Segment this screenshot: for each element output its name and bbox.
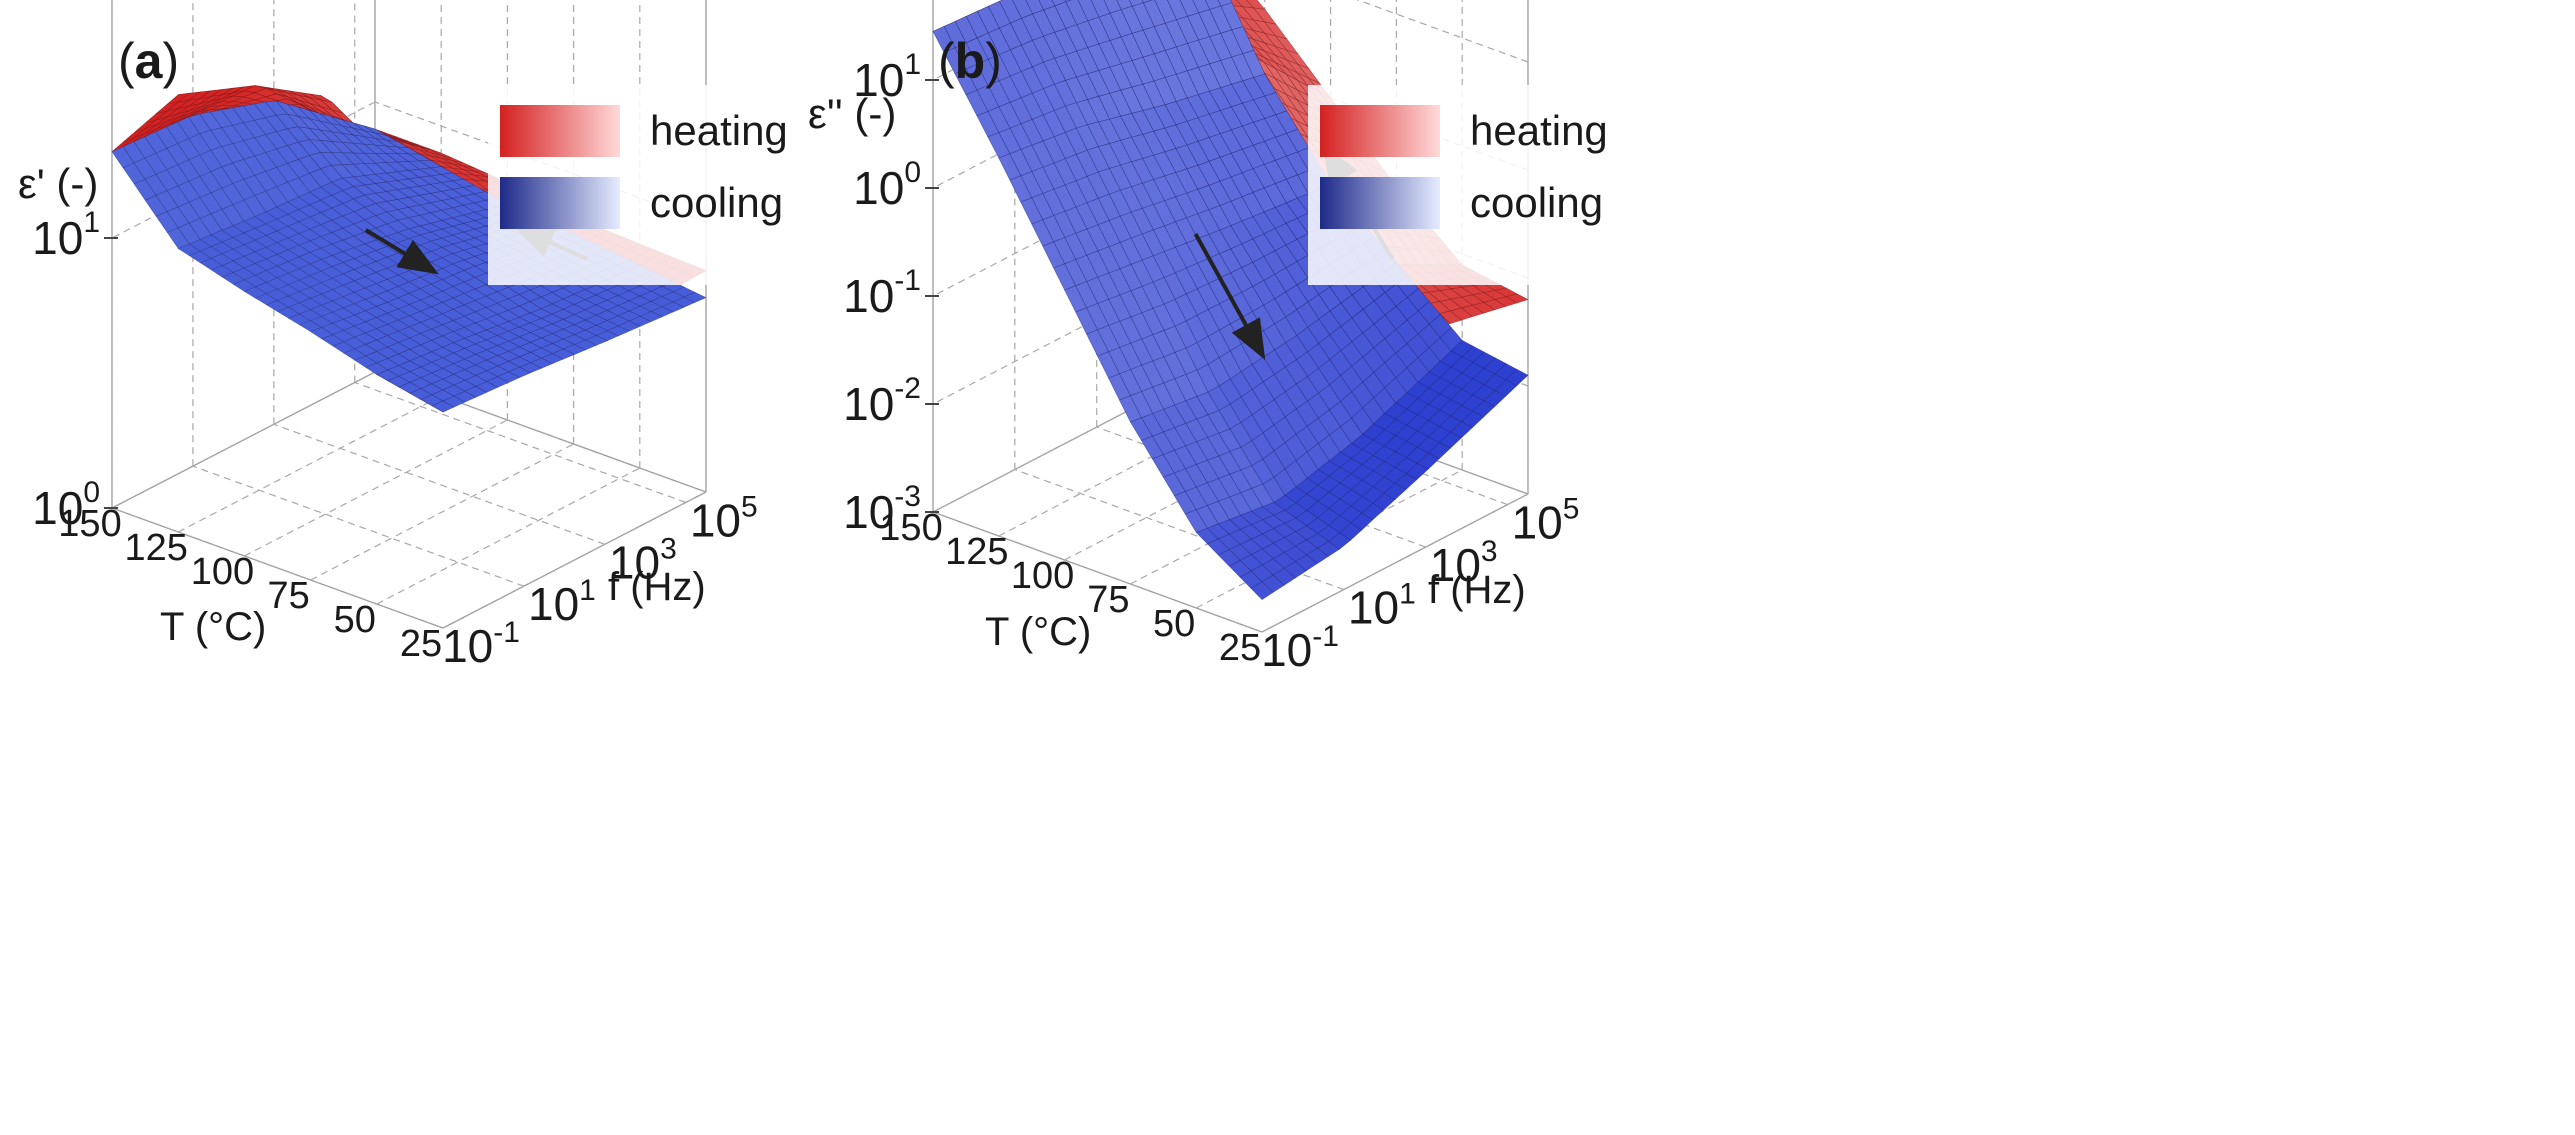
legend-label-cooling: cooling	[1470, 179, 1603, 226]
legend-1: heating cooling	[1308, 85, 1648, 285]
z-tick-label: 100	[853, 156, 921, 214]
y-tick-label: 101	[1348, 578, 1416, 634]
legend-swatch-heating	[500, 105, 620, 157]
x-tick-label: 25	[400, 623, 442, 665]
z-tick-label: 10-1	[843, 264, 921, 322]
z-tick-label: 101	[853, 48, 921, 106]
x-tick-label: 150	[879, 507, 942, 549]
x-tick-label: 25	[1219, 627, 1261, 669]
x-tick-label: 125	[945, 531, 1008, 573]
y-tick-label: 10-1	[442, 616, 520, 672]
y-axis-label: f (Hz)	[608, 565, 706, 609]
x-axis-label: T (°C)	[985, 610, 1091, 654]
z-tick-label: 100	[32, 476, 100, 534]
x-tick-label: 100	[1011, 555, 1074, 597]
x-axis-label: T (°C)	[160, 605, 266, 649]
y-tick-label: 103	[1430, 535, 1498, 591]
legend-label-cooling: cooling	[650, 179, 783, 226]
z-tick-label: 10-2	[843, 372, 921, 430]
x-tick-label: 100	[191, 551, 254, 593]
surface-cooling-1	[932, 0, 1529, 600]
x-tick-label: 75	[1087, 579, 1129, 621]
arrow-cooling-1	[1193, 232, 1266, 360]
surface-cooling-0	[111, 100, 707, 413]
z-axis-label: ε'' (-)	[808, 90, 896, 137]
panel-label: (a)	[118, 33, 179, 89]
x-tick-label: 50	[334, 599, 376, 641]
legend-0: heating cooling	[488, 85, 828, 285]
x-tick-label: 75	[267, 575, 309, 617]
legend-swatch-cooling	[1320, 177, 1440, 229]
x-tick-label: 50	[1153, 603, 1195, 645]
z-tick-label: 101	[32, 206, 100, 264]
legend-label-heating: heating	[1470, 107, 1608, 154]
legend-swatch-heating	[1320, 105, 1440, 157]
y-tick-label: 103	[609, 532, 677, 588]
panel-a: 15012510075502510-1101103105100101102ε' …	[18, 0, 828, 672]
x-tick-label: 125	[124, 527, 187, 569]
legend-swatch-cooling	[500, 177, 620, 229]
z-axis-label: ε' (-)	[18, 160, 98, 207]
legend-label-heating: heating	[650, 107, 788, 154]
arrow-cooling-0	[364, 228, 439, 275]
y-tick-label: 10-1	[1261, 620, 1339, 676]
y-tick-label: 105	[1512, 493, 1580, 549]
y-tick-label: 105	[690, 490, 758, 546]
y-tick-label: 101	[528, 574, 596, 630]
x-tick-label: 150	[58, 503, 121, 545]
panel-label: (b)	[938, 33, 1002, 89]
y-axis-label: f (Hz)	[1428, 568, 1526, 612]
z-tick-label: 10-3	[843, 480, 921, 538]
